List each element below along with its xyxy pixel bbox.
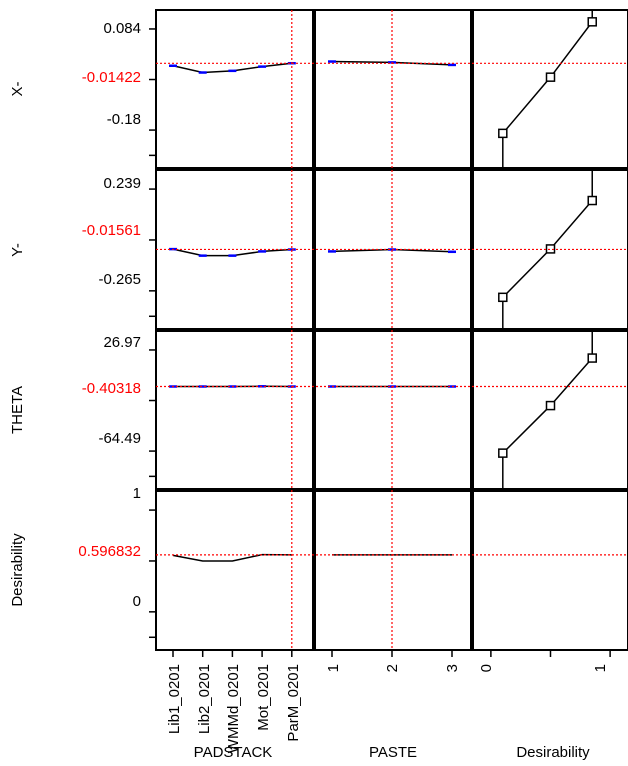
- desirability-handle: [587, 353, 597, 363]
- y-tick-label: 26.97: [103, 334, 141, 351]
- y-tick-label: -0.265: [98, 271, 141, 288]
- desirability-handle: [587, 195, 597, 206]
- y-tick-label: 0.239: [103, 175, 141, 192]
- desirability-function-line: [502, 10, 593, 168]
- y-tick-label: 1: [133, 485, 141, 502]
- response-label-theta: THETA: [9, 386, 26, 434]
- x-tick-label: 2: [384, 664, 401, 672]
- desirability-handle: [545, 400, 556, 411]
- current-value-label: -0.01561: [82, 222, 141, 239]
- factor-label-desirability: Desirability: [516, 744, 590, 761]
- current-value-label: 0.596832: [78, 543, 141, 560]
- profile-line: [172, 553, 292, 562]
- desirability-handle: [587, 17, 597, 27]
- response-label-x: X-: [9, 81, 26, 96]
- response-label-y: Y-: [9, 243, 26, 257]
- factor-label-padstack: PADSTACK: [194, 744, 273, 761]
- plot-panel: [155, 330, 314, 490]
- x-tick-label: WMMd_0201: [225, 664, 242, 753]
- current-value-label: -0.01422: [82, 69, 141, 86]
- x-tick-label: Mot_0201: [255, 664, 272, 731]
- desirability-handle: [498, 292, 508, 303]
- plot-panel: [472, 9, 628, 169]
- desirability-handle: [498, 128, 508, 139]
- panel-frames: [149, 9, 628, 657]
- current-value-reference-lines: [156, 10, 628, 650]
- factor-label-paste: PASTE: [369, 744, 417, 761]
- y-tick-label: 0.084: [103, 20, 141, 37]
- x-tick-label: Lib1_0201: [166, 664, 183, 734]
- x-tick-label: 3: [444, 664, 461, 672]
- desirability-handle: [545, 72, 556, 82]
- current-value-label: -0.40318: [82, 380, 141, 397]
- plot-panel: [314, 9, 472, 169]
- x-tick-label: 1: [592, 664, 609, 672]
- plot-panel: [314, 330, 472, 490]
- x-tick-label: 0: [478, 664, 495, 672]
- y-tick-label: 0: [133, 593, 141, 610]
- plot-panel: [155, 9, 314, 169]
- x-tick-label: ParM_0201: [285, 664, 302, 742]
- plot-panel: [472, 330, 628, 490]
- plot-panel: [155, 490, 314, 651]
- y-tick-label: -0.18: [107, 111, 141, 128]
- plot-panel: [314, 169, 472, 330]
- response-label-desirability: Desirability: [9, 533, 26, 607]
- desirability-handle: [498, 448, 508, 458]
- desirability-handle: [545, 244, 556, 254]
- plot-panel: [472, 490, 628, 651]
- x-tick-label: 1: [325, 664, 342, 672]
- x-tick-label: Lib2_0201: [196, 664, 213, 734]
- profile-curves: [169, 10, 597, 562]
- plot-panel: [314, 490, 472, 651]
- y-tick-label: -64.49: [98, 430, 141, 447]
